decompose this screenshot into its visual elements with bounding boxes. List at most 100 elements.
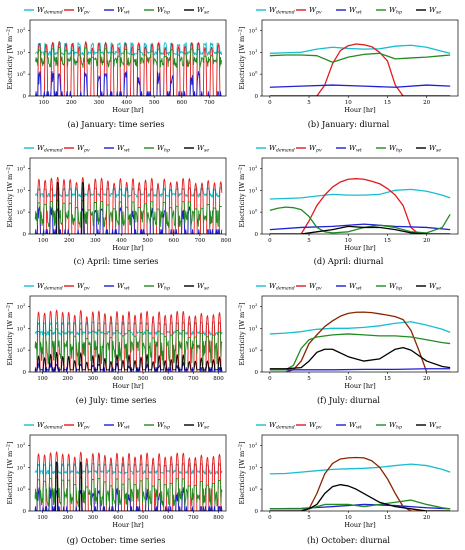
y-axis-label: Electricity [W m−2] [6, 27, 15, 90]
legend-entry-se: Wse [184, 421, 209, 431]
y-tick-label: 10 [249, 326, 255, 332]
y-tick-label: 0 [255, 232, 259, 238]
legend-entry-hp: Whp [144, 144, 170, 154]
panel-d: Wdemand Wpv Wwt Whp Wse 10 2 10 1 10 0 0 Electricity… [232, 140, 464, 252]
y-tick-label: 0 [23, 94, 27, 100]
legend-label: Wdemand [269, 282, 295, 292]
y-tick-exponent: 0 [23, 346, 26, 351]
x-tick-label: 0 [268, 238, 272, 244]
series-line-hp [269, 52, 451, 63]
legend-label: Whp [389, 282, 402, 292]
legend-label: Wpv [309, 421, 322, 431]
legend-entry-pv: Wpv [296, 144, 322, 154]
series-line-pv [35, 451, 222, 511]
legend-label: Wpv [77, 144, 90, 154]
legend-label: Wwt [349, 144, 362, 154]
y-tick-exponent: 2 [255, 26, 258, 31]
x-tick-label: 600 [168, 238, 179, 244]
legend-entry-pv: Wpv [296, 282, 322, 292]
y-tick-label: 10 [17, 210, 23, 216]
caption-a: (a) January: time series [67, 119, 165, 129]
y-axis-label: Electricity [W m−2] [6, 165, 15, 228]
y-tick-label: 10 [249, 487, 255, 493]
x-axis-label: Hour [hr] [344, 244, 375, 252]
y-tick-exponent: 1 [23, 48, 25, 53]
series-line-demand [269, 188, 451, 200]
legend-entry-hp: Whp [376, 6, 402, 16]
x-tick-label: 400 [113, 515, 124, 521]
y-tick-exponent: 1 [255, 463, 257, 468]
y-tick-label: 10 [17, 443, 23, 449]
y-tick-exponent: 0 [23, 485, 26, 490]
legend-entry-wt: Wwt [336, 144, 362, 154]
legend-entry-pv: Wpv [64, 282, 90, 292]
x-axis-label: Hour [hr] [112, 106, 143, 114]
legend-label: Wdemand [37, 282, 63, 292]
x-tick-label: 700 [204, 100, 215, 106]
legend-label: Wwt [349, 282, 362, 292]
legend-entry-wt: Wwt [336, 421, 362, 431]
x-tick-label: 500 [142, 238, 153, 244]
y-tick-exponent: 0 [255, 70, 258, 75]
y-tick-label: 10 [249, 348, 255, 354]
x-tick-label: 500 [138, 515, 149, 521]
caption-b: (b) January: diurnal [307, 119, 390, 129]
x-tick-label: 800 [213, 515, 224, 521]
y-tick-exponent: 0 [255, 485, 258, 490]
legend-label: Wdemand [269, 6, 295, 16]
caption-e: (e) July: time series [75, 395, 157, 405]
legend-entry-pv: Wpv [296, 421, 322, 431]
series-line-wt [35, 70, 222, 96]
legend-entry-pv: Wpv [64, 144, 90, 154]
y-tick-label: 0 [23, 370, 27, 376]
x-axis-label: Hour [hr] [112, 521, 143, 529]
series-line-demand [269, 321, 451, 335]
series-line-se [269, 225, 451, 234]
y-tick-label: 10 [249, 304, 255, 310]
x-tick-label: 500 [149, 100, 160, 106]
legend-entry-pv: Wpv [296, 6, 322, 16]
x-tick-label: 300 [94, 100, 105, 106]
series-line-demand [269, 44, 451, 54]
legend-entry-wt: Wwt [104, 6, 130, 16]
legend-label: Wse [429, 421, 441, 431]
series-line-se [269, 484, 451, 511]
y-tick-exponent: 2 [255, 164, 258, 169]
series-line-pv [35, 309, 222, 372]
y-tick-exponent: 2 [255, 441, 258, 446]
y-tick-exponent: 1 [255, 186, 257, 191]
legend-entry-demand: Wdemand [24, 6, 63, 16]
series-line-se [35, 351, 222, 371]
legend-entry-wt: Wwt [104, 144, 130, 154]
legend-entry-demand: Wdemand [256, 6, 295, 16]
series-line-se [269, 347, 451, 370]
legend-label: Wse [197, 6, 209, 16]
caption-g: (g) October: time series [66, 535, 166, 545]
legend-label: Wpv [309, 282, 322, 292]
legend-label: Wdemand [37, 421, 63, 431]
series-line-hp [34, 199, 222, 228]
x-axis-label: Hour [hr] [344, 106, 375, 114]
series-line-pv [35, 40, 222, 96]
x-tick-label: 200 [66, 100, 77, 106]
legend-entry-hp: Whp [376, 144, 402, 154]
series-line-demand [34, 321, 223, 336]
series-line-wt [269, 368, 451, 371]
y-tick-label: 10 [17, 188, 23, 194]
x-tick-label: 5 [307, 238, 311, 244]
legend-label: Wpv [309, 144, 322, 154]
legend-entry-demand: Wdemand [256, 144, 295, 154]
legend-entry-pv: Wpv [64, 421, 90, 431]
legend-label: Wwt [117, 144, 130, 154]
y-tick-exponent: 1 [255, 48, 257, 53]
y-tick-label: 10 [249, 72, 255, 78]
y-tick-label: 10 [249, 443, 255, 449]
y-tick-label: 10 [249, 50, 255, 56]
legend-label: Wdemand [269, 144, 295, 154]
